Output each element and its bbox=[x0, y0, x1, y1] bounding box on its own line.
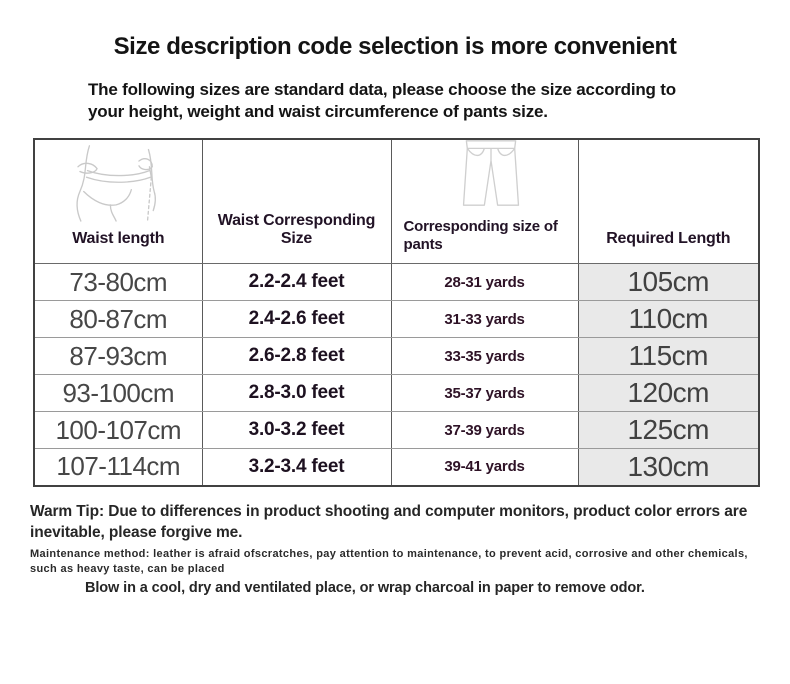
waist-length-cell: 93-100cm bbox=[33, 374, 203, 412]
column-header-pants-size: Corresponding size of pants bbox=[390, 138, 579, 264]
page-title: Size description code selection is more … bbox=[113, 33, 677, 60]
pants-size-cell: 39-41 yards bbox=[390, 448, 579, 486]
waist-measure-icon bbox=[60, 142, 176, 227]
page-subtitle: The following sizes are standard data, p… bbox=[88, 80, 676, 121]
pants-size-cell: 37-39 yards bbox=[390, 411, 579, 449]
table-row: 87-93cm 2.6-2.8 feet 33-35 yards 115cm bbox=[33, 337, 760, 375]
required-length-cell: 125cm bbox=[577, 411, 760, 449]
required-length-cell: 130cm bbox=[577, 448, 760, 486]
required-length-cell: 120cm bbox=[577, 374, 760, 412]
storage-note: Blow in a cool, dry and ventilated place… bbox=[85, 580, 645, 596]
column-header-required-length: Required Length bbox=[577, 138, 760, 264]
table-row: 100-107cm 3.0-3.2 feet 37-39 yards 125cm bbox=[33, 411, 760, 449]
waist-length-cell: 100-107cm bbox=[33, 411, 203, 449]
pants-size-cell: 33-35 yards bbox=[390, 337, 579, 375]
table-row: 107-114cm 3.2-3.4 feet 39-41 yards 130cm bbox=[33, 448, 760, 486]
waist-length-cell: 80-87cm bbox=[33, 300, 203, 338]
column-header-waist-size: Waist Corresponding Size bbox=[201, 138, 392, 264]
header-label-required-length: Required Length bbox=[606, 230, 731, 247]
size-chart-table: Waist length Waist Corresponding Size bbox=[33, 138, 760, 487]
table-row: 73-80cm 2.2-2.4 feet 28-31 yards 105cm bbox=[33, 263, 760, 301]
header-label-waist-length: Waist length bbox=[72, 230, 165, 247]
pants-size-cell: 31-33 yards bbox=[390, 300, 579, 338]
warm-tip-note: Warm Tip: Due to differences in product … bbox=[30, 503, 748, 541]
waist-size-cell: 3.2-3.4 feet bbox=[201, 448, 392, 486]
maintenance-note: Maintenance method: leather is afraid of… bbox=[30, 548, 748, 575]
waist-size-cell: 3.0-3.2 feet bbox=[201, 411, 392, 449]
pants-icon bbox=[455, 140, 527, 215]
waist-length-cell: 87-93cm bbox=[33, 337, 203, 375]
pants-size-cell: 28-31 yards bbox=[390, 263, 579, 301]
required-length-cell: 115cm bbox=[577, 337, 760, 375]
waist-size-cell: 2.2-2.4 feet bbox=[201, 263, 392, 301]
column-header-waist-length: Waist length bbox=[33, 138, 203, 264]
waist-length-cell: 73-80cm bbox=[33, 263, 203, 301]
waist-size-cell: 2.6-2.8 feet bbox=[201, 337, 392, 375]
required-length-cell: 110cm bbox=[577, 300, 760, 338]
header-label-waist-size: Waist Corresponding Size bbox=[217, 212, 376, 247]
table-header-row: Waist length Waist Corresponding Size bbox=[33, 138, 760, 264]
table-row: 80-87cm 2.4-2.6 feet 31-33 yards 110cm bbox=[33, 300, 760, 338]
pants-size-cell: 35-37 yards bbox=[390, 374, 579, 412]
required-length-cell: 105cm bbox=[577, 263, 760, 301]
waist-length-cell: 107-114cm bbox=[33, 448, 203, 486]
waist-size-cell: 2.4-2.6 feet bbox=[201, 300, 392, 338]
header-label-pants-size: Corresponding size of pants bbox=[403, 218, 558, 253]
table-row: 93-100cm 2.8-3.0 feet 35-37 yards 120cm bbox=[33, 374, 760, 412]
waist-size-cell: 2.8-3.0 feet bbox=[201, 374, 392, 412]
